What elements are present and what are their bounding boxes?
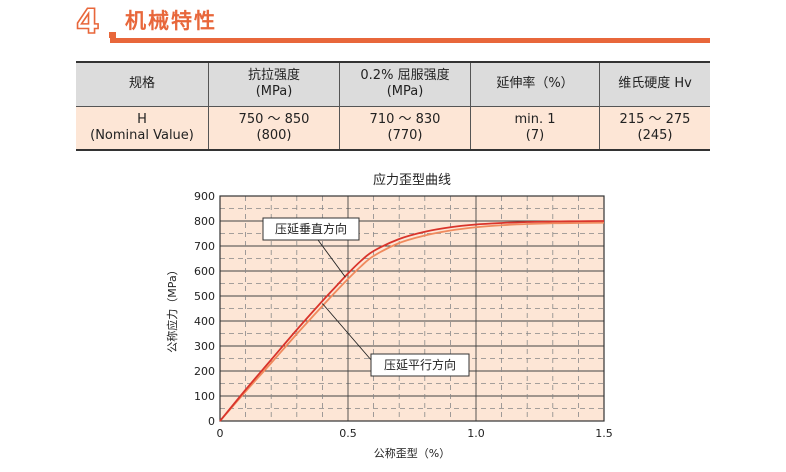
header-cell-hardness: 维氏硬度 Hv: [599, 61, 710, 107]
cell-nominal: (770): [387, 127, 423, 143]
section-title: 机械特性: [125, 9, 217, 33]
cell-nominal: (Nominal Value): [90, 127, 194, 143]
header-text: 延伸率（%）: [496, 76, 574, 92]
y-tick-label: 400: [194, 315, 215, 328]
series-line-parallel: [219, 221, 605, 422]
cell-nominal: (245): [637, 127, 673, 143]
cell-spec: H (Nominal Value): [76, 105, 209, 151]
y-tick-label: 900: [194, 190, 215, 203]
annotation-label: 压延平行方向: [384, 357, 456, 372]
header-text: 抗拉强度: [247, 68, 300, 84]
header-cell-elongation: 延伸率（%）: [470, 61, 600, 107]
header-text: 规格: [128, 76, 155, 92]
annotation-label: 压延垂直方向: [275, 221, 347, 236]
plot-grid: [219, 195, 605, 422]
x-axis-label: 公称歪型（%）: [374, 446, 450, 460]
x-tick-label: 1.0: [467, 427, 485, 440]
cell-value: 215 ～ 275: [619, 111, 691, 127]
annotation-leader-line: [317, 239, 346, 278]
series-line-perpendicular: [219, 220, 605, 422]
y-tick-label: 800: [194, 215, 215, 228]
cell-value: 750 ～ 850: [238, 111, 310, 127]
cell-hardness: 215 ～ 275 (245): [599, 105, 710, 151]
x-tick-label: 0: [217, 427, 224, 440]
y-tick-label: 700: [194, 240, 215, 253]
cell-nominal: (7): [525, 127, 545, 143]
header-unit: (MPa): [255, 84, 293, 100]
y-axis-label: 公称应力（MPa）: [165, 264, 179, 352]
annotation-box: [370, 353, 470, 377]
section-number-dot: [109, 32, 116, 38]
section-heading: 4 机械特性: [75, 1, 710, 44]
plot-frame: [219, 195, 605, 422]
cell-value: min. 1: [514, 111, 556, 127]
cell-yield: 710 ～ 830 (770): [339, 105, 471, 151]
y-tick-label: 100: [194, 390, 215, 403]
table-row: H (Nominal Value) 750 ～ 850 (800) 710 ～ …: [76, 105, 710, 151]
table-header-row: 规格 抗拉强度 (MPa) 0.2% 屈服强度 (MPa) 延伸率（%） 维氏硬…: [76, 61, 710, 107]
chart-title: 应力歪型曲线: [373, 172, 451, 188]
header-text: 0.2% 屈服强度: [360, 68, 450, 84]
cell-tensile: 750 ～ 850 (800): [208, 105, 340, 151]
section-number: 4: [75, 1, 100, 43]
y-tick-label: 200: [194, 365, 215, 378]
header-text: 维氏硬度 Hv: [618, 76, 692, 92]
annotation-leader-line: [322, 303, 373, 362]
cell-nominal: (800): [256, 127, 292, 143]
mechanical-properties-table: 规格 抗拉强度 (MPa) 0.2% 屈服强度 (MPa) 延伸率（%） 维氏硬…: [76, 61, 710, 151]
y-tick-label: 300: [194, 340, 215, 353]
cell-elongation: min. 1 (7): [470, 105, 600, 151]
y-tick-label: 0: [208, 415, 215, 428]
x-tick-label: 1.5: [595, 427, 613, 440]
y-tick-label: 600: [194, 265, 215, 278]
x-tick-label: 0.5: [339, 427, 357, 440]
annotation-box: [262, 217, 360, 241]
header-cell-tensile: 抗拉强度 (MPa): [208, 61, 340, 107]
cell-value: 710 ～ 830: [369, 111, 441, 127]
cell-value: H: [137, 111, 147, 127]
y-tick-label: 500: [194, 290, 215, 303]
tick-labels: 0 100 200 300 400 500 600 700 800 900 0 0.5 1.0 1.5: [194, 190, 613, 440]
section-underline: [110, 38, 710, 43]
header-unit: (MPa): [386, 84, 424, 100]
series-layer: [219, 220, 605, 422]
